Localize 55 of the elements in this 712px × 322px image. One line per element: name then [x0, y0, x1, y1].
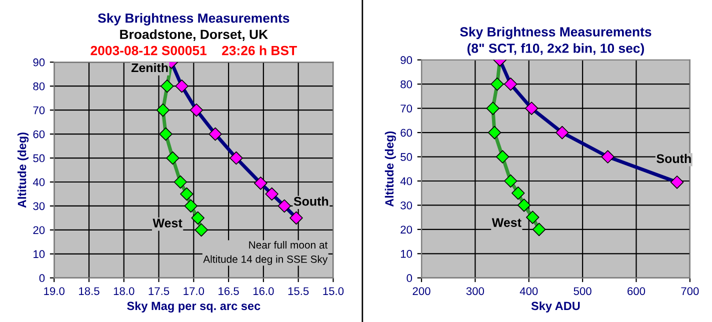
text: 2003-08-12 S00051 23:26 h BST — [90, 46, 297, 56]
series-label: South — [294, 196, 328, 206]
y-tick-label: 0 — [406, 274, 412, 282]
y-tick-label: 30 — [400, 201, 412, 210]
y-tick-label: 60 — [400, 128, 412, 137]
point — [524, 102, 538, 115]
point — [670, 176, 684, 189]
x-tick-label: 15.5 — [288, 287, 309, 296]
y-tick-label: 90 — [33, 58, 45, 66]
text: Broadstone, Dorset, UK — [120, 29, 268, 41]
y-tick-label: 60 — [33, 130, 45, 138]
y-tick-label: 10 — [34, 250, 45, 258]
x-tick-label: 400 — [520, 287, 538, 296]
y-tick-label: 70 — [33, 106, 45, 114]
x-tick-label: 15.0 — [323, 287, 344, 296]
y-tick-label: 20 — [400, 226, 412, 234]
x-tick-label: 17.5 — [148, 287, 170, 296]
y-tick-label: 0 — [39, 274, 45, 282]
x-tick-label: 19.0 — [44, 287, 64, 296]
annotation: Near full moon at Altitude 14 deg in SSE Sky — [203, 240, 328, 265]
annotation: Zenith — [131, 62, 168, 72]
y-tick-label: 80 — [33, 82, 45, 90]
x-tick-label: 600 — [628, 287, 646, 296]
y-tick-label: 50 — [400, 153, 412, 161]
y-tick-label: 30 — [33, 202, 45, 210]
x-tick-label: 18.0 — [114, 287, 134, 296]
x-tick-label: 200 — [412, 287, 430, 296]
x-axis-title: Sky Mag per sq. arc sec — [127, 301, 260, 312]
x-tick-label: 500 — [574, 287, 592, 296]
x-tick-label: 17.0 — [184, 287, 204, 296]
y-axis-title: Altitude (deg) — [18, 132, 29, 208]
y-tick-label: 50 — [33, 154, 45, 162]
chart-title: Sky Brightness Measurements — [460, 26, 652, 40]
x-tick-label: 18.5 — [79, 287, 100, 296]
y-axis-title: Altitude (deg) — [384, 131, 396, 207]
chart-title: Sky Brightness Measurements — [98, 13, 290, 26]
series-label: West — [492, 218, 522, 227]
y-tick-label: 90 — [400, 56, 412, 64]
point — [601, 150, 614, 164]
y-tick-label: 80 — [400, 80, 412, 88]
x-tick-label: 16.5 — [218, 287, 239, 296]
point — [504, 77, 518, 91]
x-axis-title: Sky ADU — [531, 301, 580, 312]
y-tick-label: 10 — [400, 250, 412, 258]
x-tick-label: 300 — [466, 287, 484, 296]
series-label: South — [656, 154, 691, 164]
y-tick-label: 40 — [400, 177, 412, 186]
x-tick-label: 16.0 — [253, 287, 274, 296]
x-tick-label: 700 — [681, 287, 699, 296]
y-tick-label: 70 — [400, 104, 412, 112]
point — [556, 126, 569, 140]
y-tick-label: 20 — [33, 226, 45, 234]
text: (8" SCT, f10, 2x2 bin, 10 sec) — [467, 43, 644, 56]
y-tick-label: 40 — [32, 178, 45, 186]
series-label: West — [152, 218, 182, 228]
